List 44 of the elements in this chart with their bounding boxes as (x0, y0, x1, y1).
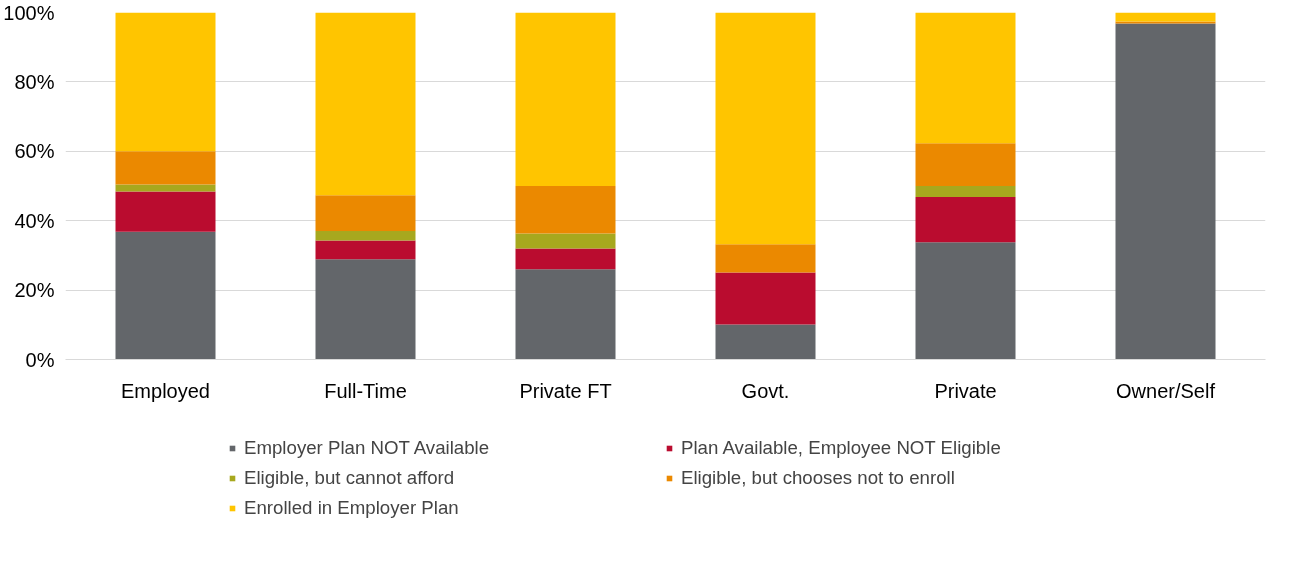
y-tick-label: 40% (14, 209, 55, 232)
bar (515, 233, 616, 249)
bar (115, 151, 216, 185)
y-tick-label: 80% (14, 70, 55, 93)
bar (115, 12, 216, 152)
bar (1115, 12, 1216, 22)
bar (515, 12, 616, 186)
y-tick-label: 60% (14, 140, 55, 163)
bar (315, 240, 416, 260)
y-tick-label: 20% (14, 279, 55, 302)
bar (915, 242, 1016, 360)
bar (115, 231, 216, 360)
bar (1115, 21, 1216, 24)
x-tick-label: Govt. (741, 379, 790, 402)
y-tick-label: 100% (3, 1, 55, 24)
bar (515, 248, 616, 270)
bar (315, 231, 416, 241)
x-tick-label: Owner/Self (1116, 379, 1216, 402)
bar (715, 272, 816, 325)
bar (915, 12, 1016, 144)
bar (715, 12, 816, 245)
bar (715, 244, 816, 273)
bar (915, 143, 1016, 186)
bar (315, 195, 416, 232)
legend-label: Plan Available, Employee NOT Eligible (681, 437, 1002, 459)
legend-label: Employer Plan NOT Available (244, 437, 491, 459)
x-tick-label: Private FT (519, 379, 612, 402)
bar (315, 259, 416, 360)
bar (115, 191, 216, 232)
bar (515, 269, 616, 360)
x-tick-label: Private (934, 379, 997, 402)
bar (915, 197, 1016, 243)
x-tick-label: Employed (121, 379, 210, 402)
bar (515, 186, 616, 234)
bar (1115, 23, 1216, 360)
legend-label: Enrolled in Employer Plan (244, 497, 460, 519)
legend-label: Eligible, but cannot afford (244, 467, 456, 489)
y-tick-label: 0% (25, 348, 55, 371)
legend-label: Eligible, but chooses not to enroll (681, 467, 956, 489)
bar (315, 12, 416, 196)
bar (915, 186, 1016, 198)
bar (115, 184, 216, 192)
x-tick-label: Full-Time (324, 379, 407, 402)
bar (715, 324, 816, 360)
